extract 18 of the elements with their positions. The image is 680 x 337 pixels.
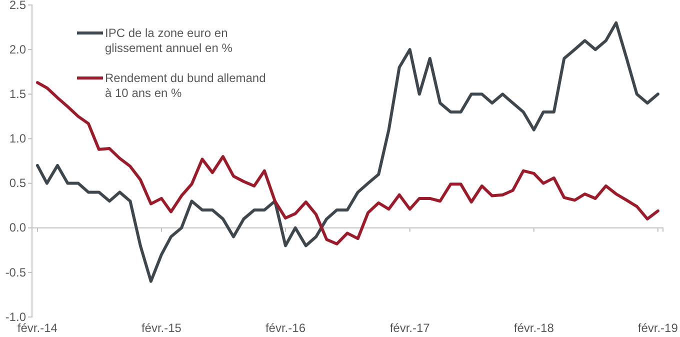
x-tick-label: févr.-16 bbox=[265, 321, 306, 335]
line-series bbox=[36, 21, 660, 283]
y-tick-label: 2.0 bbox=[9, 42, 26, 56]
y-tick-label: 2.5 bbox=[9, 0, 26, 12]
x-tick-label: févr.-17 bbox=[390, 321, 430, 335]
y-tick-label: 0.0 bbox=[9, 220, 26, 235]
y-tick-label: 1.5 bbox=[9, 86, 26, 101]
y-tick-label: 1.0 bbox=[9, 132, 26, 146]
x-tick-label: févr.-15 bbox=[141, 321, 182, 335]
x-tick-label: févr.-14 bbox=[17, 321, 58, 335]
y-tick-label: 0.5 bbox=[9, 176, 26, 190]
y-tick-label: -0.5 bbox=[5, 265, 26, 280]
x-tick-label: févr.-19 bbox=[638, 321, 678, 335]
legend-label: Rendement du bund allemand à 10 ans en % bbox=[105, 71, 266, 100]
y-tick-label: -1.0 bbox=[5, 310, 26, 324]
legend-label: IPC de la zone euro en glissement annuel en % bbox=[105, 26, 233, 55]
x-tick-label: févr.-18 bbox=[514, 321, 554, 335]
line-series bbox=[36, 81, 660, 246]
